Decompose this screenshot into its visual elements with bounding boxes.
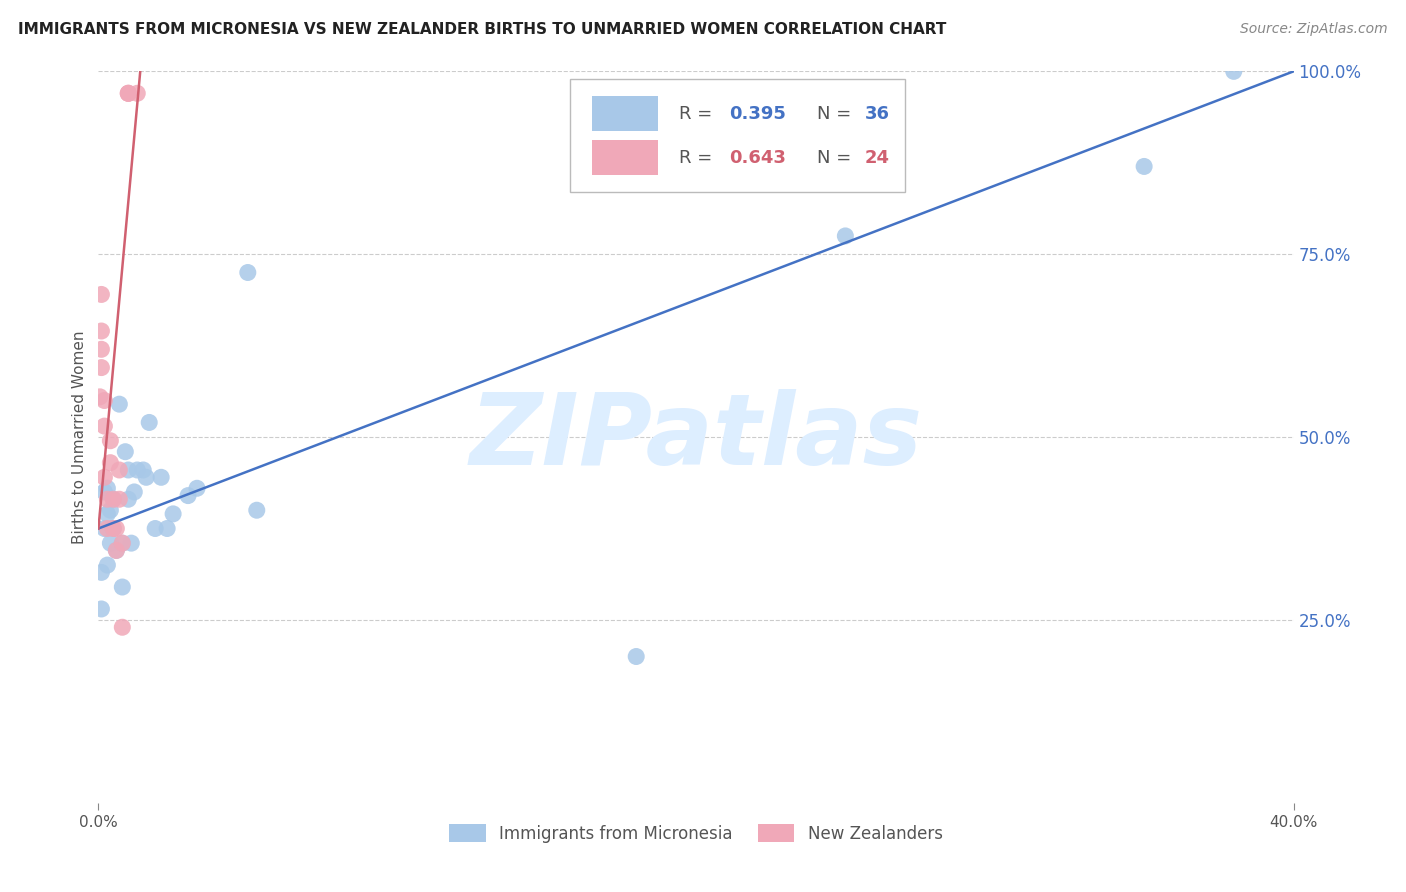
- Text: N =: N =: [817, 104, 856, 123]
- Point: [93, 470, 115, 484]
- Point: [89, 390, 111, 404]
- Point: [98, 503, 122, 517]
- Point: [103, 521, 125, 535]
- Point: [156, 521, 179, 535]
- Point: [108, 492, 131, 507]
- Point: [177, 489, 200, 503]
- Point: [162, 507, 184, 521]
- Point: [114, 444, 136, 458]
- Point: [93, 419, 115, 434]
- Point: [93, 521, 115, 535]
- Text: 0.395: 0.395: [730, 104, 786, 123]
- Point: [626, 649, 648, 664]
- Point: [111, 536, 134, 550]
- Point: [117, 87, 139, 101]
- Point: [120, 536, 142, 550]
- Text: 24: 24: [865, 149, 890, 167]
- Point: [186, 481, 208, 495]
- Point: [105, 543, 128, 558]
- Point: [105, 543, 128, 558]
- Point: [111, 536, 134, 550]
- Point: [93, 485, 115, 500]
- Point: [90, 287, 112, 301]
- Point: [117, 492, 139, 507]
- Text: Source: ZipAtlas.com: Source: ZipAtlas.com: [1240, 22, 1388, 37]
- Point: [143, 521, 166, 535]
- Point: [93, 393, 115, 408]
- Point: [127, 463, 149, 477]
- Point: [96, 481, 118, 495]
- Point: [1223, 64, 1246, 78]
- Legend: Immigrants from Micronesia, New Zealanders: Immigrants from Micronesia, New Zealande…: [443, 818, 949, 849]
- Text: R =: R =: [679, 104, 718, 123]
- Point: [117, 463, 139, 477]
- Point: [90, 566, 112, 580]
- Point: [246, 503, 269, 517]
- Point: [96, 521, 118, 535]
- Point: [124, 485, 146, 500]
- Text: 36: 36: [865, 104, 890, 123]
- Point: [138, 416, 160, 430]
- Point: [150, 470, 173, 484]
- Text: R =: R =: [679, 149, 718, 167]
- Point: [236, 266, 259, 280]
- Y-axis label: Births to Unmarried Women: Births to Unmarried Women: [72, 330, 87, 544]
- Point: [98, 536, 122, 550]
- Point: [834, 228, 856, 243]
- Bar: [592, 96, 658, 131]
- Point: [117, 87, 139, 101]
- Point: [96, 492, 118, 507]
- Point: [90, 602, 112, 616]
- Text: 0.643: 0.643: [730, 149, 786, 167]
- Point: [105, 521, 128, 535]
- Text: ZIPatlas: ZIPatlas: [470, 389, 922, 485]
- Point: [96, 507, 118, 521]
- Text: IMMIGRANTS FROM MICRONESIA VS NEW ZEALANDER BIRTHS TO UNMARRIED WOMEN CORRELATIO: IMMIGRANTS FROM MICRONESIA VS NEW ZEALAN…: [18, 22, 946, 37]
- Bar: [592, 140, 658, 175]
- Point: [111, 620, 134, 634]
- Point: [135, 470, 157, 484]
- Point: [98, 434, 122, 448]
- Point: [103, 492, 125, 507]
- Point: [96, 558, 118, 573]
- Point: [108, 397, 131, 411]
- Point: [90, 343, 112, 357]
- Text: N =: N =: [817, 149, 856, 167]
- Point: [103, 521, 125, 535]
- FancyBboxPatch shape: [571, 78, 905, 192]
- Point: [90, 360, 112, 375]
- Point: [111, 580, 134, 594]
- Point: [98, 456, 122, 470]
- Point: [132, 463, 155, 477]
- Point: [117, 87, 139, 101]
- Point: [103, 492, 125, 507]
- Point: [90, 324, 112, 338]
- Point: [127, 87, 149, 101]
- Point: [1133, 160, 1156, 174]
- Point: [108, 463, 131, 477]
